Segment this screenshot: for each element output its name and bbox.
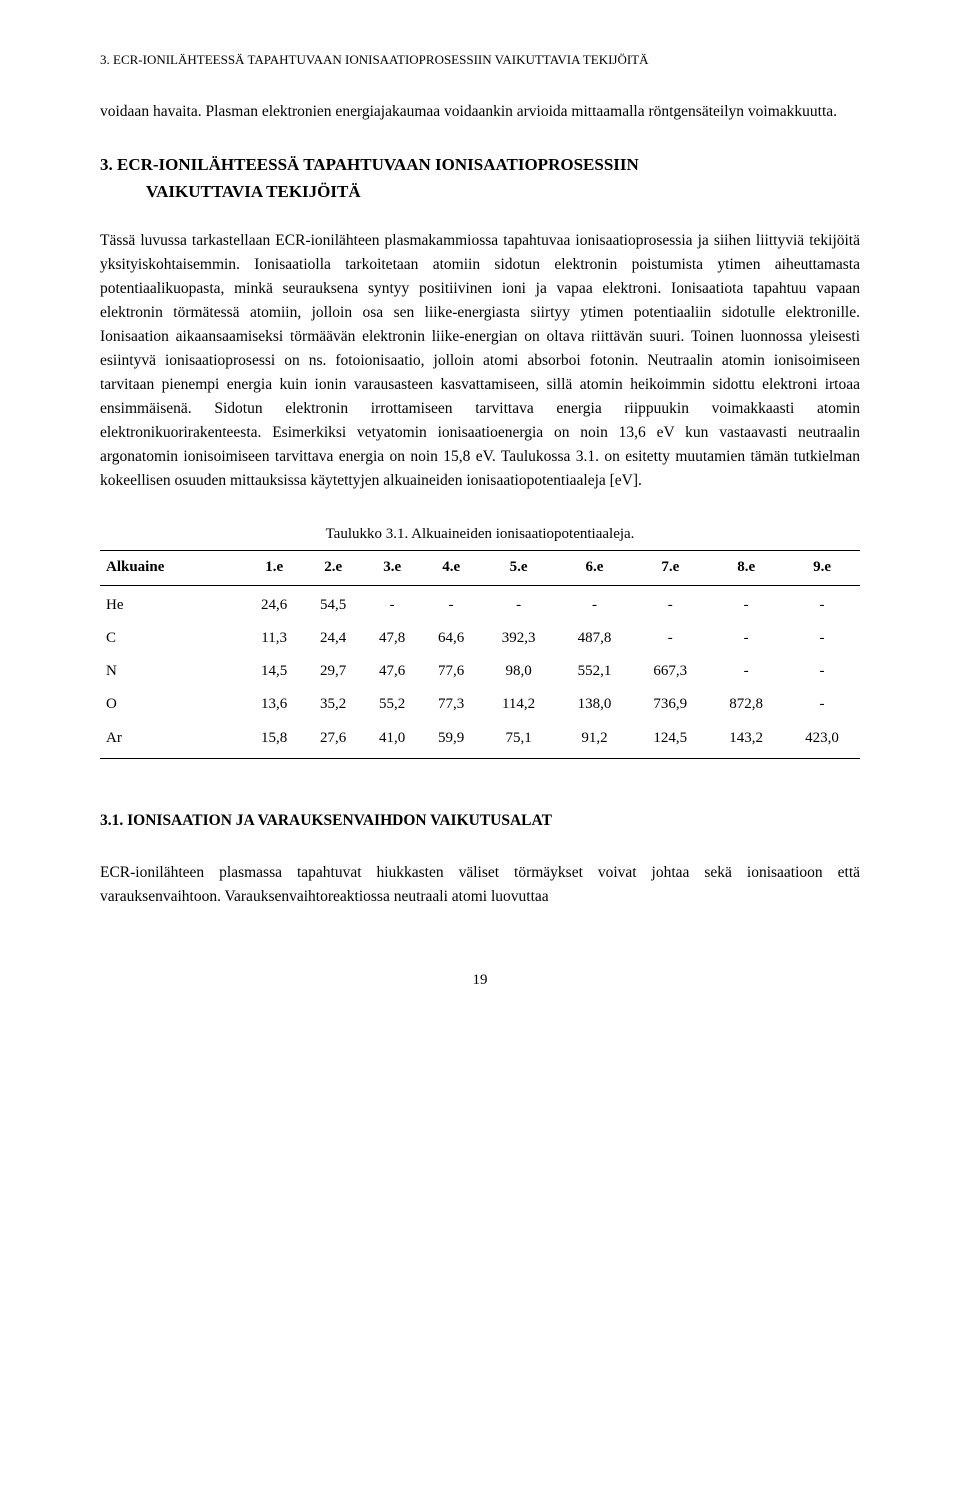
table-cell: - bbox=[363, 585, 422, 622]
ionization-table: Alkuaine 1.e 2.e 3.e 4.e 5.e 6.e 7.e 8.e… bbox=[100, 550, 860, 759]
table-cell: 124,5 bbox=[632, 722, 708, 759]
page-number: 19 bbox=[100, 969, 860, 992]
table-cell: - bbox=[708, 655, 784, 688]
section-number: 3. bbox=[100, 155, 113, 174]
table-cell: 552,1 bbox=[557, 655, 633, 688]
table-cell: 47,8 bbox=[363, 622, 422, 655]
table-row: O 13,6 35,2 55,2 77,3 114,2 138,0 736,9 … bbox=[100, 688, 860, 721]
table-cell: 55,2 bbox=[363, 688, 422, 721]
table-cell: 736,9 bbox=[632, 688, 708, 721]
table-cell: 13,6 bbox=[245, 688, 304, 721]
table-header-cell: Alkuaine bbox=[100, 551, 245, 585]
table-cell: He bbox=[100, 585, 245, 622]
table-cell: C bbox=[100, 622, 245, 655]
table-cell: Ar bbox=[100, 722, 245, 759]
table-header-row: Alkuaine 1.e 2.e 3.e 4.e 5.e 6.e 7.e 8.e… bbox=[100, 551, 860, 585]
section-title-line2: VAIKUTTAVIA TEKIJÖITÄ bbox=[146, 179, 860, 205]
table-cell: 77,6 bbox=[422, 655, 481, 688]
section-title: 3. ECR-IONILÄHTEESSÄ TAPAHTUVAAN IONISAA… bbox=[100, 152, 860, 205]
section-title-line1: ECR-IONILÄHTEESSÄ TAPAHTUVAAN IONISAATIO… bbox=[117, 155, 639, 174]
table-cell: 872,8 bbox=[708, 688, 784, 721]
table-cell: 15,8 bbox=[245, 722, 304, 759]
table-cell: - bbox=[784, 655, 860, 688]
table-cell: O bbox=[100, 688, 245, 721]
table-cell: N bbox=[100, 655, 245, 688]
table-cell: 27,6 bbox=[304, 722, 363, 759]
table-cell: 24,4 bbox=[304, 622, 363, 655]
table-header-cell: 8.e bbox=[708, 551, 784, 585]
table-cell: 54,5 bbox=[304, 585, 363, 622]
table-cell: 29,7 bbox=[304, 655, 363, 688]
table-cell: 114,2 bbox=[481, 688, 557, 721]
page-header: 3. ECR-IONILÄHTEESSÄ TAPAHTUVAAN IONISAA… bbox=[100, 50, 860, 70]
table-cell: - bbox=[708, 622, 784, 655]
table-cell: 24,6 bbox=[245, 585, 304, 622]
table-cell: 667,3 bbox=[632, 655, 708, 688]
table-header-cell: 1.e bbox=[245, 551, 304, 585]
table-cell: - bbox=[784, 622, 860, 655]
intro-paragraph: voidaan havaita. Plasman elektronien ene… bbox=[100, 100, 860, 124]
main-paragraph: Tässä luvussa tarkastellaan ECR-ioniläht… bbox=[100, 229, 860, 493]
table-cell: - bbox=[557, 585, 633, 622]
subsection-title: 3.1. IONISAATION JA VARAUKSENVAIHDON VAI… bbox=[100, 809, 860, 833]
table-cell: 35,2 bbox=[304, 688, 363, 721]
table-cell: 14,5 bbox=[245, 655, 304, 688]
table-cell: 77,3 bbox=[422, 688, 481, 721]
table-cell: - bbox=[784, 585, 860, 622]
table-cell: - bbox=[422, 585, 481, 622]
table-cell: - bbox=[481, 585, 557, 622]
table-header-cell: 3.e bbox=[363, 551, 422, 585]
table-cell: - bbox=[632, 622, 708, 655]
table-cell: 41,0 bbox=[363, 722, 422, 759]
table-cell: - bbox=[784, 688, 860, 721]
table-cell: 91,2 bbox=[557, 722, 633, 759]
table-cell: 138,0 bbox=[557, 688, 633, 721]
table-cell: 423,0 bbox=[784, 722, 860, 759]
table-row: N 14,5 29,7 47,6 77,6 98,0 552,1 667,3 -… bbox=[100, 655, 860, 688]
table-header-cell: 9.e bbox=[784, 551, 860, 585]
table-cell: 47,6 bbox=[363, 655, 422, 688]
table-cell: 392,3 bbox=[481, 622, 557, 655]
table-row: C 11,3 24,4 47,8 64,6 392,3 487,8 - - - bbox=[100, 622, 860, 655]
table-header-cell: 2.e bbox=[304, 551, 363, 585]
table-row: Ar 15,8 27,6 41,0 59,9 75,1 91,2 124,5 1… bbox=[100, 722, 860, 759]
table-header-cell: 4.e bbox=[422, 551, 481, 585]
table-cell: 98,0 bbox=[481, 655, 557, 688]
table-cell: 64,6 bbox=[422, 622, 481, 655]
table-header-cell: 5.e bbox=[481, 551, 557, 585]
table-cell: - bbox=[632, 585, 708, 622]
table-cell: - bbox=[708, 585, 784, 622]
table-cell: 143,2 bbox=[708, 722, 784, 759]
table-row: He 24,6 54,5 - - - - - - - bbox=[100, 585, 860, 622]
table-header-cell: 6.e bbox=[557, 551, 633, 585]
table-caption: Taulukko 3.1. Alkuaineiden ionisaatiopot… bbox=[100, 523, 860, 546]
table-cell: 487,8 bbox=[557, 622, 633, 655]
table-cell: 59,9 bbox=[422, 722, 481, 759]
closing-paragraph: ECR-ionilähteen plasmassa tapahtuvat hiu… bbox=[100, 861, 860, 909]
table-header-cell: 7.e bbox=[632, 551, 708, 585]
table-cell: 11,3 bbox=[245, 622, 304, 655]
table-cell: 75,1 bbox=[481, 722, 557, 759]
